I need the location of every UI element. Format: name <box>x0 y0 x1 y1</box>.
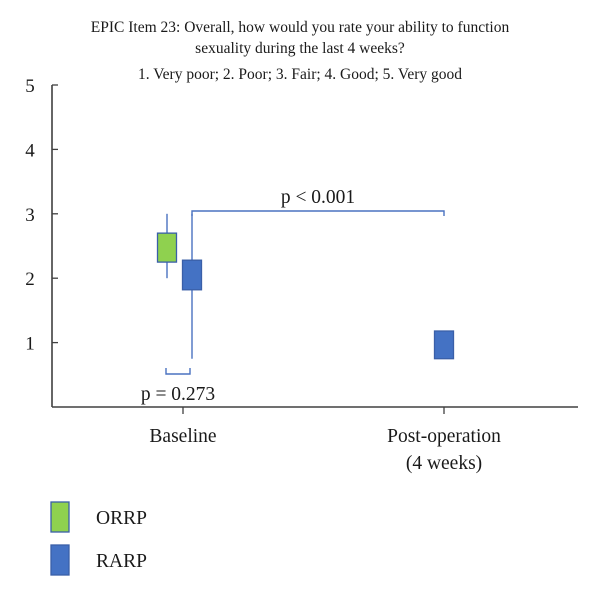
box-rarp-baseline <box>181 259 203 291</box>
y-tick-label-4: 4 <box>25 140 35 161</box>
legend-swatch-orrp <box>50 501 70 533</box>
box-series <box>156 213 455 360</box>
box-orrp-baseline <box>156 232 178 263</box>
x-axis-ticks <box>182 407 445 414</box>
y-tick-label-2: 2 <box>25 269 35 290</box>
x-category-post-operation: Post-operation <box>387 426 501 447</box>
chart-subtitle-scale: 1. Very poor; 2. Poor; 3. Fair; 4. Good;… <box>137 66 463 83</box>
x-category-4-weeks: (4 weeks) <box>406 453 482 474</box>
y-axis-ticks: 1 2 3 4 5 <box>25 76 58 355</box>
legend-swatch-rarp <box>50 544 70 576</box>
legend: ORRP RARP <box>50 501 147 576</box>
chart-title-line-2: sexuality during the last 4 weeks? <box>195 40 405 57</box>
y-tick-label-5: 5 <box>25 76 35 97</box>
p-value-post-op-annotation: p < 0.001 <box>281 187 355 208</box>
legend-label-rarp: RARP <box>96 551 147 572</box>
bracket-baseline-vs-post <box>191 210 445 216</box>
y-tick-label-1: 1 <box>25 334 35 355</box>
chart-title-line-1: EPIC Item 23: Overall, how would you rat… <box>90 19 510 36</box>
box-rarp-post-operation <box>433 330 455 360</box>
significance-brackets <box>165 210 445 375</box>
p-value-baseline-annotation: p = 0.273 <box>141 384 215 405</box>
legend-label-orrp: ORRP <box>96 508 147 529</box>
x-category-baseline: Baseline <box>149 426 216 447</box>
bracket-baseline <box>165 368 191 375</box>
y-tick-label-3: 3 <box>25 205 35 226</box>
